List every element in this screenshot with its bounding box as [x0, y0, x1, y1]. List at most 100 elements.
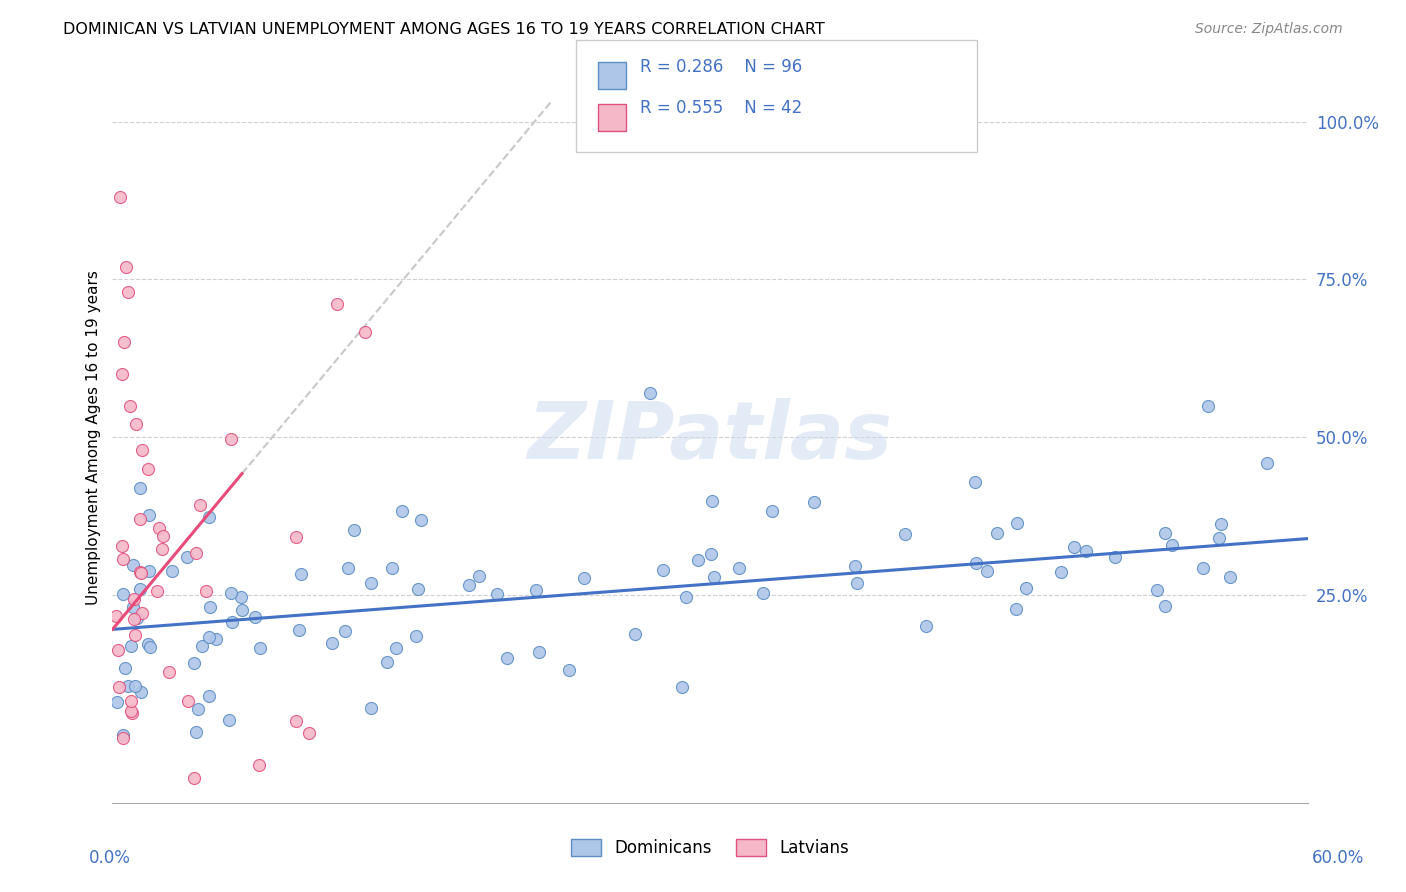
Point — [131, 442, 153, 457]
Y-axis label: Unemployment Among Ages 16 to 19 years: Unemployment Among Ages 16 to 19 years — [86, 269, 101, 605]
Point — [183, 656, 205, 670]
Point — [115, 260, 138, 274]
Point — [120, 639, 142, 653]
Point — [138, 565, 160, 579]
Point — [129, 685, 152, 699]
Point — [127, 611, 149, 625]
Point — [221, 615, 243, 629]
Point — [162, 564, 184, 578]
Point — [121, 706, 143, 720]
Point — [124, 679, 146, 693]
Point — [686, 553, 709, 567]
Point — [152, 529, 174, 543]
Point — [131, 606, 153, 620]
Point — [700, 547, 723, 561]
Point — [107, 681, 129, 695]
Point — [117, 285, 139, 299]
Point — [965, 475, 987, 490]
Point — [120, 704, 142, 718]
Point — [111, 367, 134, 381]
Point — [965, 556, 987, 570]
Point — [245, 609, 267, 624]
Point — [218, 714, 240, 728]
Text: DOMINICAN VS LATVIAN UNEMPLOYMENT AMONG AGES 16 TO 19 YEARS CORRELATION CHART: DOMINICAN VS LATVIAN UNEMPLOYMENT AMONG … — [63, 22, 825, 37]
Point — [1160, 538, 1182, 552]
Text: R = 0.555    N = 42: R = 0.555 N = 42 — [640, 99, 801, 117]
Point — [496, 651, 519, 665]
Point — [353, 325, 375, 339]
Point — [136, 637, 159, 651]
Point — [1154, 525, 1177, 540]
Point — [846, 576, 869, 591]
Point — [198, 689, 221, 703]
Point — [1197, 399, 1219, 413]
Point — [640, 386, 662, 401]
Point — [360, 576, 382, 591]
Point — [205, 632, 228, 647]
Point — [844, 558, 866, 573]
Point — [976, 564, 998, 578]
Point — [112, 587, 135, 601]
Point — [728, 561, 751, 575]
Point — [1074, 544, 1097, 558]
Point — [198, 600, 221, 615]
Point — [375, 655, 398, 669]
Point — [1209, 516, 1232, 531]
Point — [111, 731, 134, 745]
Point — [111, 728, 134, 742]
Point — [148, 521, 170, 535]
Point — [128, 512, 150, 526]
Point — [675, 591, 697, 605]
Point — [381, 561, 404, 575]
Point — [458, 578, 481, 592]
Point — [176, 550, 198, 565]
Point — [138, 461, 160, 475]
Point — [284, 714, 307, 728]
Point — [231, 603, 253, 617]
Point — [343, 523, 366, 537]
Point — [468, 569, 491, 583]
Point — [231, 590, 253, 604]
Point — [122, 612, 145, 626]
Point — [120, 694, 142, 708]
Point — [1005, 602, 1028, 616]
Point — [408, 582, 430, 596]
Point — [1015, 582, 1038, 596]
Point — [624, 627, 647, 641]
Point — [114, 335, 135, 350]
Point — [177, 694, 200, 708]
Point — [122, 558, 145, 572]
Point — [671, 680, 693, 694]
Point — [986, 525, 1008, 540]
Point — [139, 640, 162, 654]
Point — [150, 542, 173, 557]
Point — [1007, 516, 1029, 530]
Point — [221, 586, 243, 600]
Point — [325, 296, 347, 310]
Point — [298, 726, 321, 740]
Point — [124, 628, 146, 642]
Point — [191, 639, 214, 653]
Point — [284, 530, 307, 544]
Point — [652, 563, 675, 577]
Text: 0.0%: 0.0% — [89, 849, 131, 867]
Text: ZIPatlas: ZIPatlas — [527, 398, 893, 476]
Point — [105, 695, 128, 709]
Point — [409, 513, 432, 527]
Point — [1192, 560, 1215, 574]
Point — [702, 494, 724, 508]
Point — [247, 758, 270, 772]
Point — [187, 702, 209, 716]
Point — [219, 432, 242, 446]
Point — [188, 499, 211, 513]
Point — [288, 623, 311, 637]
Point — [1256, 456, 1278, 470]
Point — [183, 771, 205, 785]
Point — [194, 583, 217, 598]
Text: 60.0%: 60.0% — [1312, 849, 1365, 867]
Point — [120, 399, 142, 413]
Point — [1219, 570, 1241, 584]
Point — [198, 510, 221, 524]
Point — [128, 566, 150, 580]
Point — [1208, 531, 1230, 545]
